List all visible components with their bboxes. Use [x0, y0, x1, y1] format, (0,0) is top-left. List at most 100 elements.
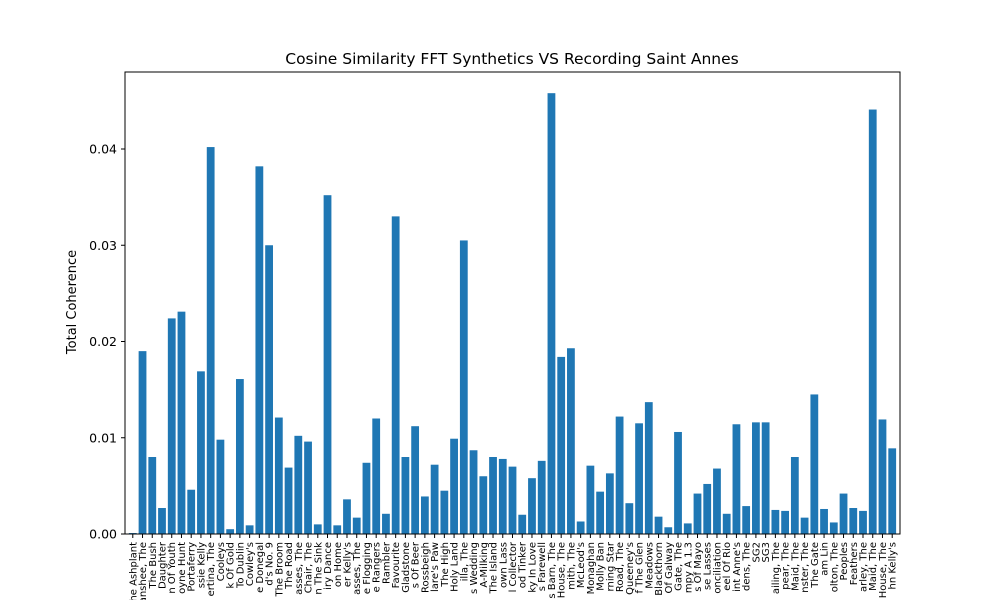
bar — [888, 448, 897, 534]
x-tick-label: d's No. 9 — [265, 542, 276, 586]
bar — [615, 416, 624, 534]
x-tick-label: The Ashplant — [128, 542, 139, 600]
y-tick-label: 0.00 — [89, 527, 117, 542]
bar — [323, 195, 332, 534]
x-tick-label: pear, The — [781, 542, 792, 590]
x-tick-label: Favourite — [391, 542, 402, 588]
x-tick-label: oyne Hunt — [177, 542, 188, 594]
bar — [255, 166, 264, 534]
x-tick-label: e Donegal — [255, 542, 266, 593]
bar — [489, 457, 497, 534]
bar — [235, 379, 244, 534]
bar — [878, 419, 887, 534]
bar — [498, 458, 507, 534]
x-tick-label: Queeney's — [625, 542, 636, 595]
y-tick-label: 0.02 — [89, 334, 117, 349]
x-tick-label: int Anne's — [732, 542, 743, 592]
x-tick-label: The Road — [284, 542, 295, 590]
bar — [849, 508, 858, 534]
y-axis-label: Total Coherence — [65, 250, 80, 355]
plot-frame — [124, 71, 901, 535]
bar — [713, 468, 721, 534]
x-tick-label: arley, The — [859, 542, 870, 592]
bar — [654, 516, 663, 534]
x-tick-label: dens, The — [742, 542, 753, 591]
bar — [518, 514, 527, 534]
bar — [605, 473, 614, 534]
bar — [528, 478, 536, 534]
x-tick-label: s Wedding — [469, 542, 480, 594]
x-tick-label: Blackthorn — [654, 542, 665, 596]
bar — [576, 521, 585, 534]
bar — [284, 467, 293, 534]
bar — [138, 351, 147, 535]
x-tick-label: ky In Love — [527, 542, 538, 593]
x-tick-label: n The Sink — [313, 542, 324, 595]
x-tick-label: Gate, The — [674, 542, 685, 591]
x-tick-label: mpy A 1.3 — [683, 542, 694, 593]
x-tick-label: e Flogging — [362, 542, 373, 594]
x-tick-label: se Lasses — [703, 542, 714, 590]
x-tick-label: er Kelly's — [342, 542, 353, 587]
bar — [674, 431, 682, 534]
x-tick-label: ailing, The — [771, 542, 782, 594]
x-tick-label: lare's Paw — [430, 542, 441, 592]
x-tick-label: Portaferry — [187, 542, 198, 592]
bar — [479, 476, 488, 534]
bar — [440, 490, 449, 534]
bar — [537, 460, 546, 534]
bar — [868, 109, 877, 534]
bar — [742, 506, 751, 534]
y-tick-label: 0.01 — [89, 430, 117, 445]
x-tick-label: House, The — [878, 542, 889, 598]
chart-title: Cosine Similarity FFT Synthetics VS Reco… — [285, 50, 738, 68]
x-tick-label: n Of Youth — [167, 542, 178, 594]
bar — [382, 513, 390, 534]
bar — [197, 371, 205, 534]
bar — [722, 513, 731, 534]
bar — [800, 517, 809, 534]
x-tick-label: Of Galway — [664, 542, 675, 594]
x-tick-label: The Broom — [274, 542, 285, 598]
x-tick-label: Peoples — [839, 542, 850, 580]
bar — [810, 394, 819, 534]
y-tick-label: 0.03 — [89, 238, 117, 253]
x-tick-label: Rambler — [381, 541, 392, 584]
bar — [343, 499, 351, 534]
bar — [781, 510, 790, 534]
bar — [859, 510, 867, 534]
bar — [829, 522, 838, 534]
x-tick-label: s Of Beer — [411, 541, 422, 588]
bar — [567, 348, 575, 534]
x-tick-label: am Lin — [820, 542, 831, 576]
x-tick-label: Molly Ban — [596, 542, 607, 591]
x-tick-label: Daughter — [158, 541, 169, 589]
x-tick-label: mith, The — [566, 542, 577, 590]
bar — [450, 438, 458, 534]
bar — [703, 483, 712, 534]
bar — [596, 491, 605, 534]
bar — [177, 311, 186, 534]
bar — [820, 508, 828, 534]
bar — [771, 509, 780, 534]
bar — [187, 489, 196, 534]
y-tick-label: 0.04 — [89, 142, 117, 157]
bar — [625, 503, 634, 534]
x-tick-label: The Gate — [810, 542, 821, 589]
x-tick-label: Cowley's — [245, 542, 256, 586]
bar — [683, 523, 692, 534]
bars-group — [128, 93, 897, 535]
x-tick-label: olton, The — [829, 542, 840, 592]
x-tick-label: s Farewell — [537, 542, 548, 591]
bar — [557, 356, 566, 534]
bar — [206, 147, 215, 534]
x-tick-label: asses, The — [352, 542, 363, 595]
x-tick-label: Gladstone — [401, 542, 412, 593]
bar — [401, 457, 410, 534]
x-tick-label: Rossbeigh — [420, 542, 431, 593]
bar — [839, 493, 848, 534]
x-tick-label: To Dublin — [235, 542, 246, 589]
bar — [313, 524, 322, 535]
bar — [752, 422, 760, 534]
